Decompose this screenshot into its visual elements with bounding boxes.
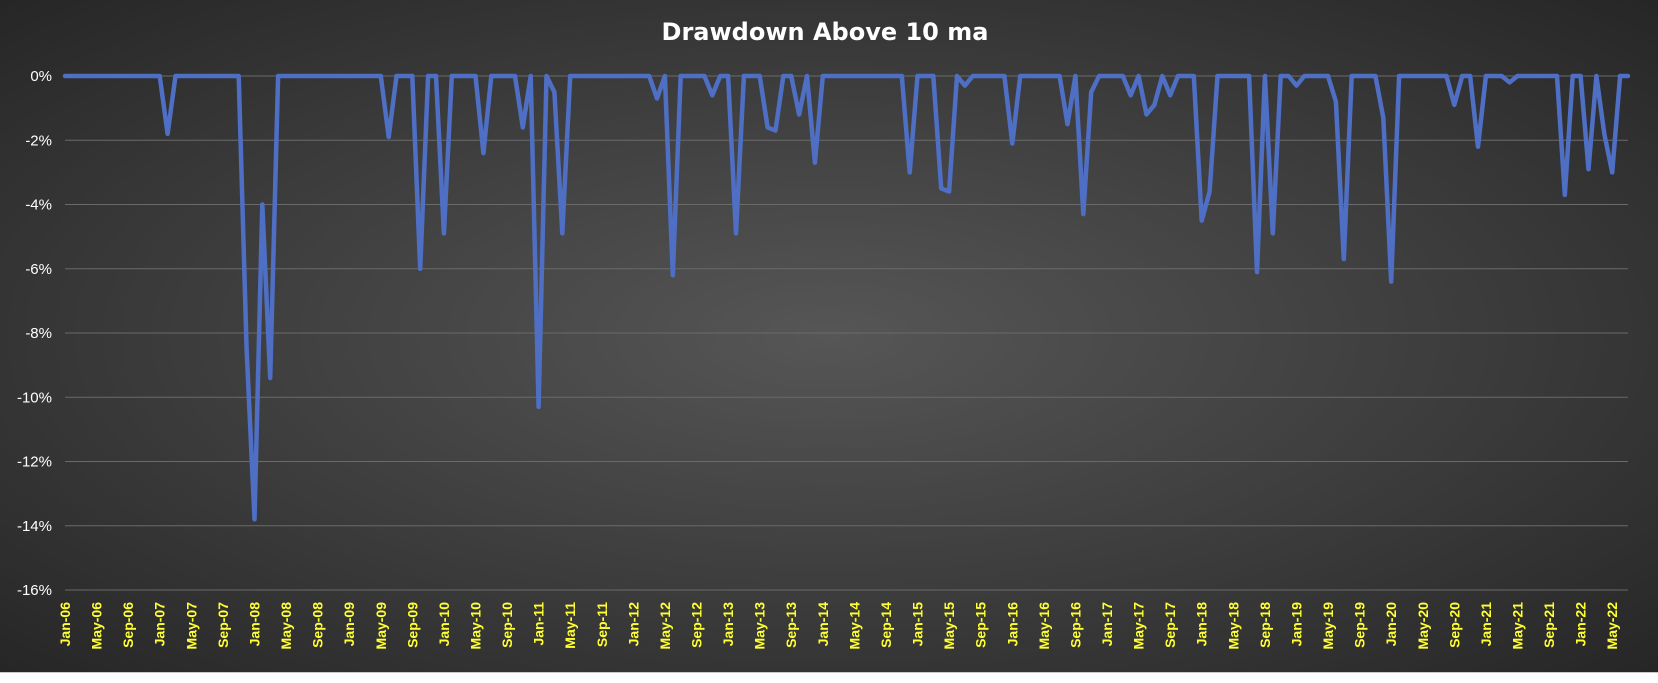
- x-tick-label: Jan-09: [341, 602, 357, 647]
- x-tick-label: Sep-08: [310, 602, 326, 648]
- x-tick-label: Sep-13: [783, 602, 799, 648]
- x-tick-label: May-20: [1415, 602, 1431, 650]
- series-group: [62, 73, 1631, 522]
- spreadsheet-strip: [0, 672, 1658, 683]
- x-tick-label: Sep-16: [1067, 602, 1083, 648]
- y-tick-label: -4%: [25, 197, 52, 214]
- x-tick-label: May-18: [1225, 602, 1241, 650]
- x-tick-label: May-11: [562, 602, 578, 649]
- y-tick-label: -14%: [17, 518, 52, 535]
- x-tick-label: May-15: [941, 602, 957, 650]
- x-tick-label: Jan-06: [57, 602, 73, 647]
- x-tick-label: May-12: [657, 602, 673, 650]
- x-axis-labels: Jan-06 May-06 Sep-06 Jan-07 May-07 Sep-07 Jan-…: [57, 602, 1620, 650]
- x-tick-label: Jan-10: [436, 602, 452, 647]
- x-tick-label: Sep-11: [594, 602, 610, 647]
- x-tick-label: May-17: [1131, 602, 1147, 650]
- y-tick-label: -6%: [25, 261, 52, 278]
- y-tick-label: -8%: [25, 325, 52, 342]
- x-tick-label: Sep-19: [1352, 602, 1368, 648]
- x-tick-label: Jan-17: [1099, 602, 1115, 647]
- x-tick-label: Sep-21: [1541, 602, 1557, 648]
- y-tick-label: -10%: [17, 389, 52, 406]
- x-tick-label: May-16: [1036, 602, 1052, 650]
- x-tick-label: Sep-09: [404, 602, 420, 648]
- x-tick-label: May-09: [373, 602, 389, 650]
- x-tick-label: Sep-12: [689, 602, 705, 648]
- y-tick-label: 0%: [30, 68, 52, 85]
- x-tick-label: Sep-20: [1446, 602, 1462, 648]
- x-tick-label: May-10: [467, 602, 483, 650]
- x-tick-label: Jan-08: [246, 602, 262, 647]
- y-tick-label: -16%: [17, 582, 52, 599]
- x-tick-label: Jan-07: [152, 602, 168, 647]
- y-tick-label: -12%: [17, 454, 52, 471]
- x-tick-label: Jan-20: [1383, 602, 1399, 647]
- x-tick-label: Sep-06: [120, 602, 136, 648]
- x-tick-label: Sep-18: [1257, 602, 1273, 648]
- x-tick-label: Jan-14: [815, 602, 831, 647]
- x-tick-label: May-21: [1509, 602, 1525, 650]
- x-tick-label: May-19: [1320, 602, 1336, 650]
- x-tick-label: May-08: [278, 602, 294, 650]
- x-tick-label: May-06: [89, 602, 105, 650]
- x-tick-label: Sep-15: [973, 602, 989, 648]
- x-tick-label: May-07: [183, 602, 199, 650]
- x-tick-label: Jan-22: [1573, 602, 1589, 647]
- drawdown-series-line: [62, 73, 1631, 522]
- x-tick-label: Jan-19: [1288, 602, 1304, 647]
- x-tick-label: Jan-13: [720, 602, 736, 647]
- x-tick-label: Sep-10: [499, 602, 515, 648]
- x-tick-label: May-14: [846, 602, 862, 650]
- x-tick-label: May-22: [1604, 602, 1620, 650]
- x-tick-label: Jan-12: [625, 602, 641, 647]
- y-tick-label: -2%: [25, 132, 52, 149]
- x-tick-label: Jan-15: [910, 602, 926, 647]
- x-tick-label: Sep-14: [878, 602, 894, 648]
- x-tick-label: Sep-07: [215, 602, 231, 648]
- x-tick-label: May-13: [752, 602, 768, 650]
- gridlines: [65, 75, 1628, 591]
- x-tick-label: Sep-17: [1162, 602, 1178, 648]
- x-tick-label: Jan-11: [531, 602, 547, 646]
- x-tick-label: Jan-21: [1478, 602, 1494, 647]
- chart-title: Drawdown Above 10 ma: [662, 18, 989, 46]
- x-tick-label: Jan-16: [1004, 602, 1020, 647]
- x-tick-label: Jan-18: [1194, 602, 1210, 647]
- y-axis-labels: 0% -2% -4% -6% -8% -10% -12% -14% -16%: [17, 68, 52, 599]
